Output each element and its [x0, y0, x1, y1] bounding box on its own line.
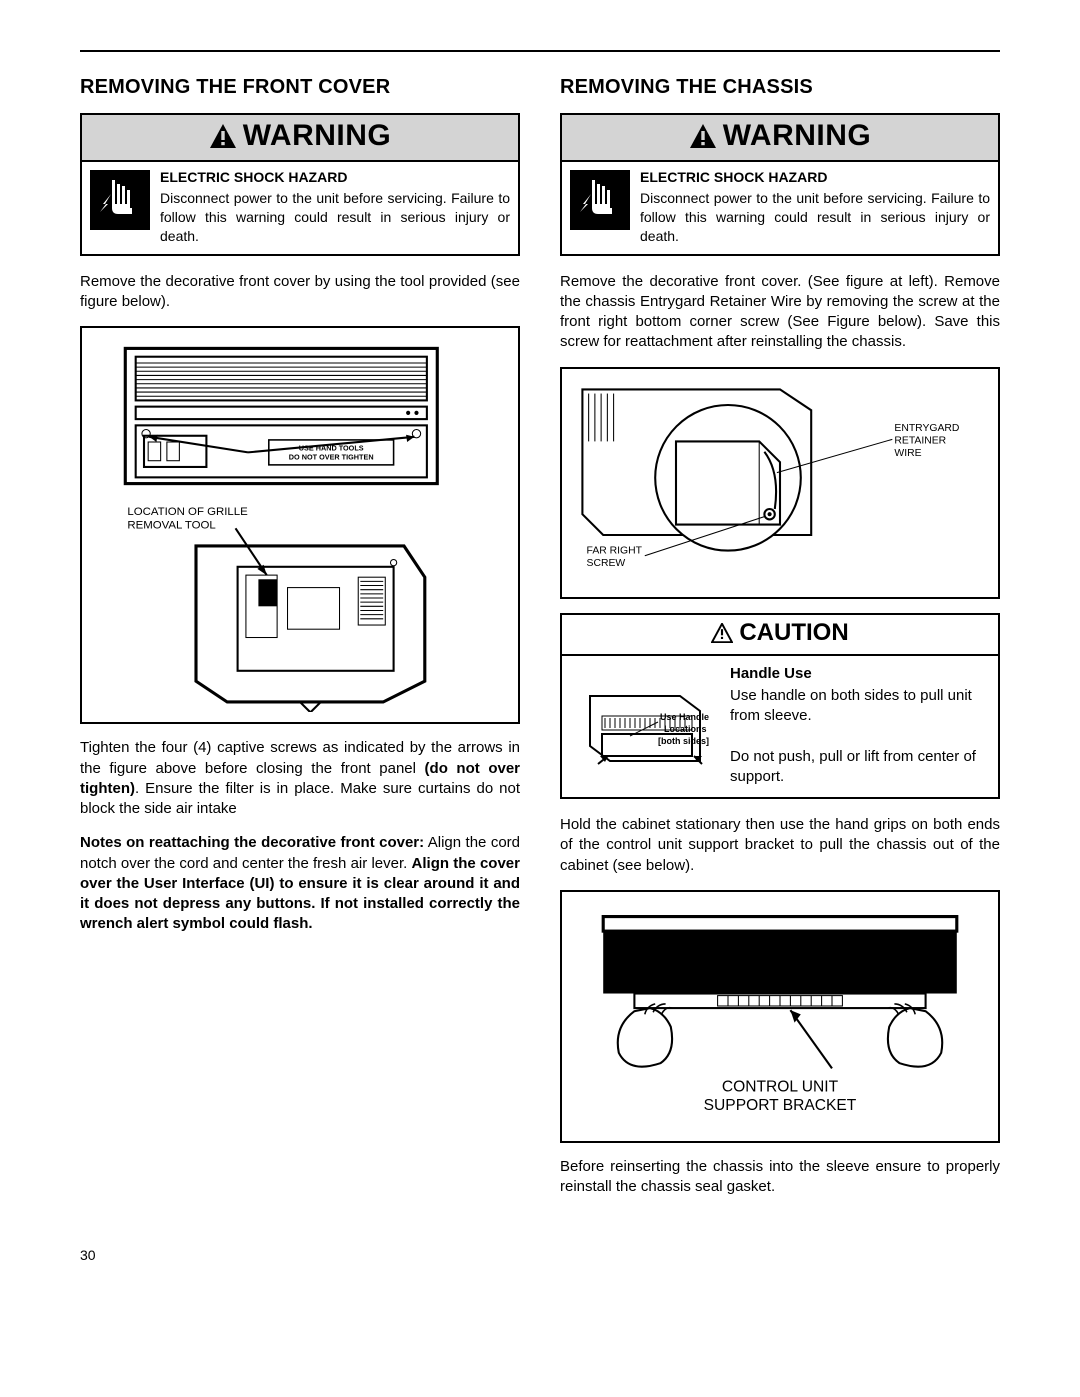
fig-label-hand-tools-2: DO NOT OVER TIGHTEN	[289, 453, 374, 462]
right-warning-box: WARNING ELECTRIC SHOCK HAZARD Disconnec	[560, 113, 1000, 256]
caution-sub: Handle Use	[730, 664, 988, 684]
caution-triangle-icon	[711, 623, 733, 643]
left-figure-1-svg: USE HAND TOOLS DO NOT OVER TIGHTEN LOCAT…	[92, 338, 508, 712]
right-column: REMOVING THE CHASSIS WARNING	[560, 76, 1000, 1211]
left-p2c: . Ensure the filter is in place. Make su…	[80, 780, 520, 817]
shock-hand-icon	[568, 168, 632, 232]
left-column: REMOVING THE FRONT COVER WARNING	[80, 76, 520, 1211]
caution-icon-label-3: [both sides]	[658, 736, 709, 746]
caution-header-text: CAUTION	[711, 619, 848, 647]
shock-hand-icon	[88, 168, 152, 232]
top-rule	[80, 50, 1000, 52]
caution-text: Handle Use Use handle on both sides to p…	[724, 656, 998, 798]
caution-header: CAUTION	[562, 615, 998, 656]
left-warning-body-text: Disconnect power to the unit before serv…	[160, 190, 510, 244]
fig-label-tool-1: LOCATION OF GRILLE	[127, 506, 248, 518]
left-warning-text: ELECTRIC SHOCK HAZARD Disconnect power t…	[158, 162, 518, 254]
left-warning-body: ELECTRIC SHOCK HAZARD Disconnect power t…	[82, 162, 518, 254]
caution-text1: Use handle on both sides to pull unit fr…	[730, 687, 972, 724]
right-warning-body: ELECTRIC SHOCK HAZARD Disconnect power t…	[562, 162, 998, 254]
fig-label-wire-2: RETAINER	[894, 435, 946, 446]
right-figure-1: ENTRYGARD RETAINER WIRE FAR RIGHT SCREW	[560, 367, 1000, 599]
right-warning-header-text: WARNING	[689, 119, 872, 153]
right-figure-2-svg: CONTROL UNIT SUPPORT BRACKET	[572, 902, 988, 1131]
caution-diagram-icon: Use Handle Locations [both sides]	[570, 676, 720, 776]
left-heading: REMOVING THE FRONT COVER	[80, 76, 520, 99]
caution-body: Use Handle Locations [both sides] Handle…	[562, 656, 998, 798]
page-number: 30	[80, 1247, 1000, 1263]
right-p2: Hold the cabinet stationary then use the…	[560, 815, 1000, 876]
right-warning-sub: ELECTRIC SHOCK HAZARD	[640, 168, 990, 187]
right-figure-1-svg: ENTRYGARD RETAINER WIRE FAR RIGHT SCREW	[572, 379, 988, 587]
right-p3: Before reinserting the chassis into the …	[560, 1157, 1000, 1198]
left-p3a: Notes on reattaching the decorative fron…	[80, 834, 424, 851]
right-warning-body-text: Disconnect power to the unit before serv…	[640, 190, 990, 244]
left-figure-1: USE HAND TOOLS DO NOT OVER TIGHTEN LOCAT…	[80, 326, 520, 724]
right-warning-text: ELECTRIC SHOCK HAZARD Disconnect power t…	[638, 162, 998, 254]
fig2-label-1: CONTROL UNIT	[722, 1078, 839, 1095]
right-heading: REMOVING THE CHASSIS	[560, 76, 1000, 99]
left-warning-box: WARNING ELECTRIC SHOCK HAZARD Disconnec	[80, 113, 520, 256]
left-p2: Tighten the four (4) captive screws as i…	[80, 738, 520, 819]
left-warning-icon-cell	[82, 162, 158, 254]
caution-box: CAUTION Use Han	[560, 613, 1000, 800]
left-warning-word: WARNING	[243, 119, 392, 153]
fig2-label-2: SUPPORT BRACKET	[704, 1097, 857, 1114]
two-column-layout: REMOVING THE FRONT COVER WARNING	[80, 76, 1000, 1211]
right-warning-icon-cell	[562, 162, 638, 254]
caution-word: CAUTION	[739, 619, 848, 647]
left-p1: Remove the decorative front cover by usi…	[80, 272, 520, 313]
caution-text2: Do not push, pull or lift from center of…	[730, 748, 976, 785]
warning-triangle-icon	[689, 123, 717, 149]
caution-icon-label-1: Use Handle	[660, 712, 709, 722]
left-warning-header-text: WARNING	[209, 119, 392, 153]
left-warning-sub: ELECTRIC SHOCK HAZARD	[160, 168, 510, 187]
fig-label-wire-3: WIRE	[894, 448, 921, 459]
right-p1: Remove the decorative front cover. (See …	[560, 272, 1000, 353]
left-warning-header: WARNING	[82, 115, 518, 162]
caution-icon-label-2: Locations	[664, 724, 707, 734]
fig-label-tool-2: REMOVAL TOOL	[127, 519, 215, 531]
right-figure-2: CONTROL UNIT SUPPORT BRACKET	[560, 890, 1000, 1143]
caution-icon-cell: Use Handle Locations [both sides]	[562, 656, 724, 798]
fig-label-screw-2: SCREW	[587, 558, 626, 569]
warning-triangle-icon	[209, 123, 237, 149]
fig-label-wire-1: ENTRYGARD	[894, 423, 959, 434]
left-p3: Notes on reattaching the decorative fron…	[80, 833, 520, 934]
right-warning-word: WARNING	[723, 119, 872, 153]
right-warning-header: WARNING	[562, 115, 998, 162]
fig-label-screw-1: FAR RIGHT	[587, 545, 643, 556]
